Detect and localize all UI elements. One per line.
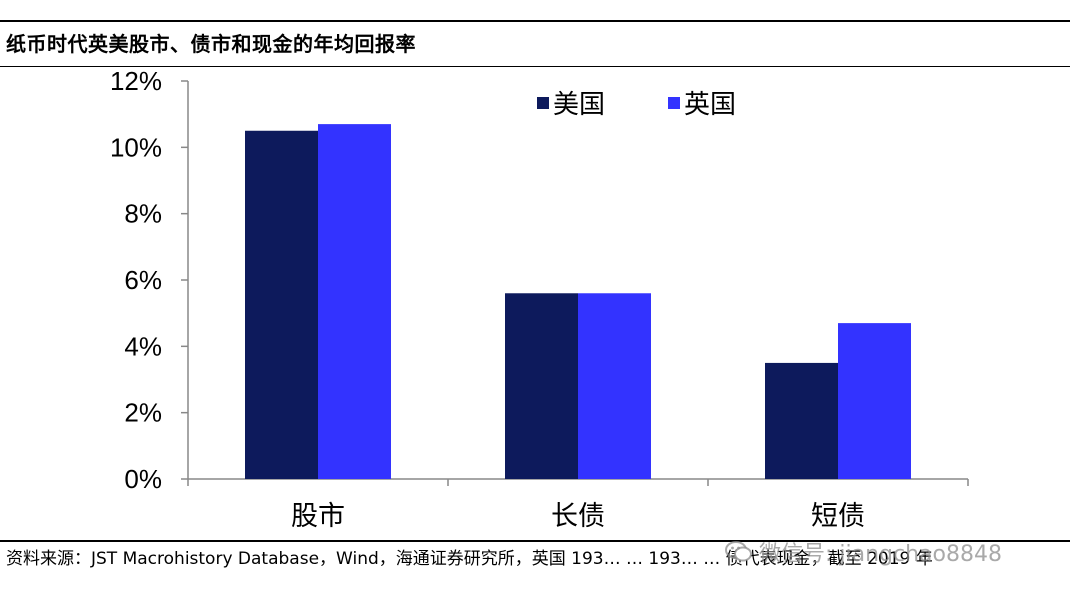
source-note: 资料来源：JST Macrohistory Database，Wind，海通证券…	[6, 549, 933, 569]
y-tick-label: 8%	[124, 199, 162, 229]
chart-legend: 美国 英国	[537, 90, 736, 120]
watermark: 微信号: jiangchao8848	[725, 537, 1002, 567]
bar-us-1	[505, 293, 578, 479]
y-tick-label: 4%	[124, 331, 162, 361]
watermark-text: 微信号: jiangchao8848	[759, 542, 1002, 567]
y-tick-label: 10%	[110, 132, 162, 162]
y-tick-label: 12%	[110, 66, 162, 96]
legend-swatch	[668, 97, 680, 109]
title-rule	[0, 66, 1070, 67]
y-tick-label: 2%	[124, 398, 162, 428]
x-tick-label: 股市	[291, 501, 345, 532]
x-tick-label: 短债	[811, 501, 865, 532]
legend-label: 英国	[684, 90, 736, 120]
y-tick-label: 6%	[124, 265, 162, 295]
legend-swatch	[537, 97, 549, 109]
bottom-rule	[0, 540, 1070, 542]
bar-us-0	[245, 130, 318, 479]
bar-uk-0	[318, 124, 391, 479]
legend-label: 美国	[553, 90, 605, 120]
bar-us-2	[765, 362, 838, 479]
chart-bars	[245, 124, 911, 479]
top-rule	[0, 20, 1070, 22]
chart-title: 纸币时代英美股市、债市和现金的年均回报率	[6, 32, 416, 56]
wechat-icon	[725, 541, 752, 562]
x-tick-label: 长债	[551, 501, 605, 532]
bar-uk-1	[578, 293, 651, 479]
bar-uk-2	[838, 323, 911, 479]
y-tick-label: 0%	[124, 464, 162, 494]
